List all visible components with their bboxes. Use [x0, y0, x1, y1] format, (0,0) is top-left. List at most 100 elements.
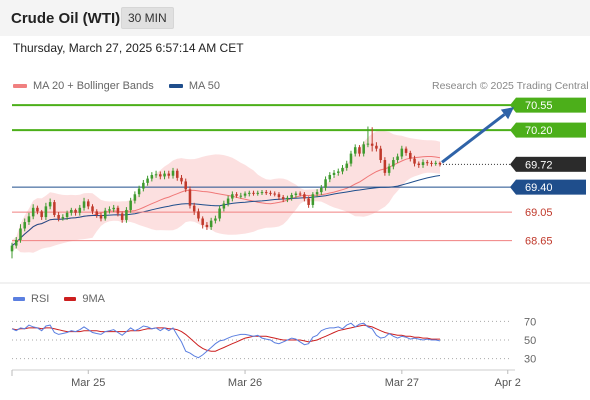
candle-body [315, 192, 319, 195]
candle-body [438, 162, 442, 165]
candle-body [192, 205, 196, 212]
legend-item-rsi: RSI [13, 293, 52, 305]
candle-body [421, 162, 425, 166]
candle-body [171, 170, 175, 176]
candle-body [163, 173, 166, 177]
candle-body [243, 193, 247, 196]
rsi-tick-label: 50 [524, 335, 536, 347]
candle-body [345, 163, 349, 168]
candle-body [332, 172, 336, 176]
candle-body [404, 148, 408, 153]
candle-body [214, 218, 217, 221]
candle-body [248, 192, 251, 194]
candle-body [116, 207, 120, 214]
price-level-label: 70.55 [525, 100, 553, 112]
rsi-legend: RSI 9MA [13, 293, 105, 305]
candle-body [417, 163, 421, 166]
target-arrow-shaft [441, 113, 506, 164]
candle-body [409, 152, 412, 159]
candle-body [65, 212, 69, 218]
candle-body [383, 160, 387, 173]
price-level-label: 69.40 [525, 182, 553, 194]
candle-body [133, 194, 137, 201]
candle-body [286, 197, 289, 200]
candle-body [413, 158, 416, 164]
candle-body [23, 222, 26, 229]
candle-body [353, 147, 357, 154]
candle-body [146, 178, 149, 183]
bollinger-band-area [12, 130, 440, 253]
candle-body [260, 192, 264, 194]
candle-body [269, 192, 272, 194]
candle-body [14, 239, 18, 246]
candle-body [27, 216, 31, 223]
price-level-badge-69-72 [516, 156, 586, 172]
candle-body [150, 175, 154, 179]
price-level-label: 70.20 [525, 125, 553, 137]
instrument-title: Crude Oil (WTI) [11, 10, 121, 27]
x-axis-label: Mar 27 [385, 377, 419, 389]
candle-body [226, 198, 230, 204]
price-level-badge-pointer [510, 122, 516, 138]
candle-body [188, 189, 192, 206]
candle-body [256, 192, 260, 194]
candle-body [78, 207, 82, 213]
x-axis-label: Apr 2 [495, 377, 521, 389]
price-level-badge-pointer [510, 179, 516, 195]
candle-body [137, 188, 141, 195]
timestamp: Thursday, March 27, 2025 6:57:14 AM CET [13, 41, 244, 55]
candle-body [277, 194, 281, 198]
candle-body [74, 209, 77, 213]
candle-body [70, 209, 73, 213]
candle-body [48, 202, 52, 207]
candle-body [396, 156, 399, 161]
candle-body [99, 214, 103, 219]
candle-body [362, 144, 365, 154]
candle-body [375, 145, 378, 149]
x-axis-label: Mar 26 [228, 377, 262, 389]
rsi-tick-label: 30 [524, 354, 536, 366]
candle-body [31, 207, 35, 217]
candle-body [209, 220, 213, 228]
candle-body [341, 167, 344, 172]
x-axis-label: Mar 25 [71, 377, 105, 389]
price-level-label: 69.05 [525, 207, 553, 219]
candle-body [235, 194, 238, 196]
candle-body [112, 207, 115, 210]
candle-body [303, 194, 306, 199]
candle-body [311, 194, 315, 205]
legend-label-ma50: MA 50 [188, 80, 221, 92]
candle-body [120, 213, 124, 220]
price-level-badge-pointer [510, 97, 516, 113]
price-legend: MA 20 + Bollinger Bands MA 50 [13, 80, 220, 92]
candle-body [349, 153, 353, 164]
candle-body [320, 187, 323, 193]
candle-body [370, 143, 374, 146]
legend-item-ma50: MA 50 [168, 80, 221, 92]
candle-body [430, 162, 433, 164]
timeframe-selector[interactable]: 30 MIN [121, 7, 174, 29]
candle-body [197, 211, 200, 219]
legend-item-9ma: 9MA [64, 293, 105, 305]
candle-body [400, 148, 404, 157]
candle-body [91, 206, 94, 212]
candle-body [129, 200, 132, 210]
candle-body [159, 174, 162, 177]
candle-body [175, 170, 179, 178]
candle-body [180, 177, 183, 182]
candle-body [222, 203, 226, 209]
candle-body [281, 197, 285, 200]
candle-body [231, 194, 234, 199]
credit-text: Research © 2025 Trading Central [432, 80, 589, 92]
candle-body [57, 214, 60, 219]
price-level-label: 68.65 [525, 236, 553, 248]
ma50-line [11, 175, 441, 247]
candle-body [264, 192, 268, 194]
candle-body [379, 148, 382, 161]
candle-body [10, 245, 14, 252]
price-level-badge-69-40 [516, 179, 586, 195]
legend-item-bollinger: MA 20 + Bollinger Bands [13, 80, 157, 92]
candle-body [95, 211, 99, 215]
target-arrow-head [500, 107, 514, 120]
